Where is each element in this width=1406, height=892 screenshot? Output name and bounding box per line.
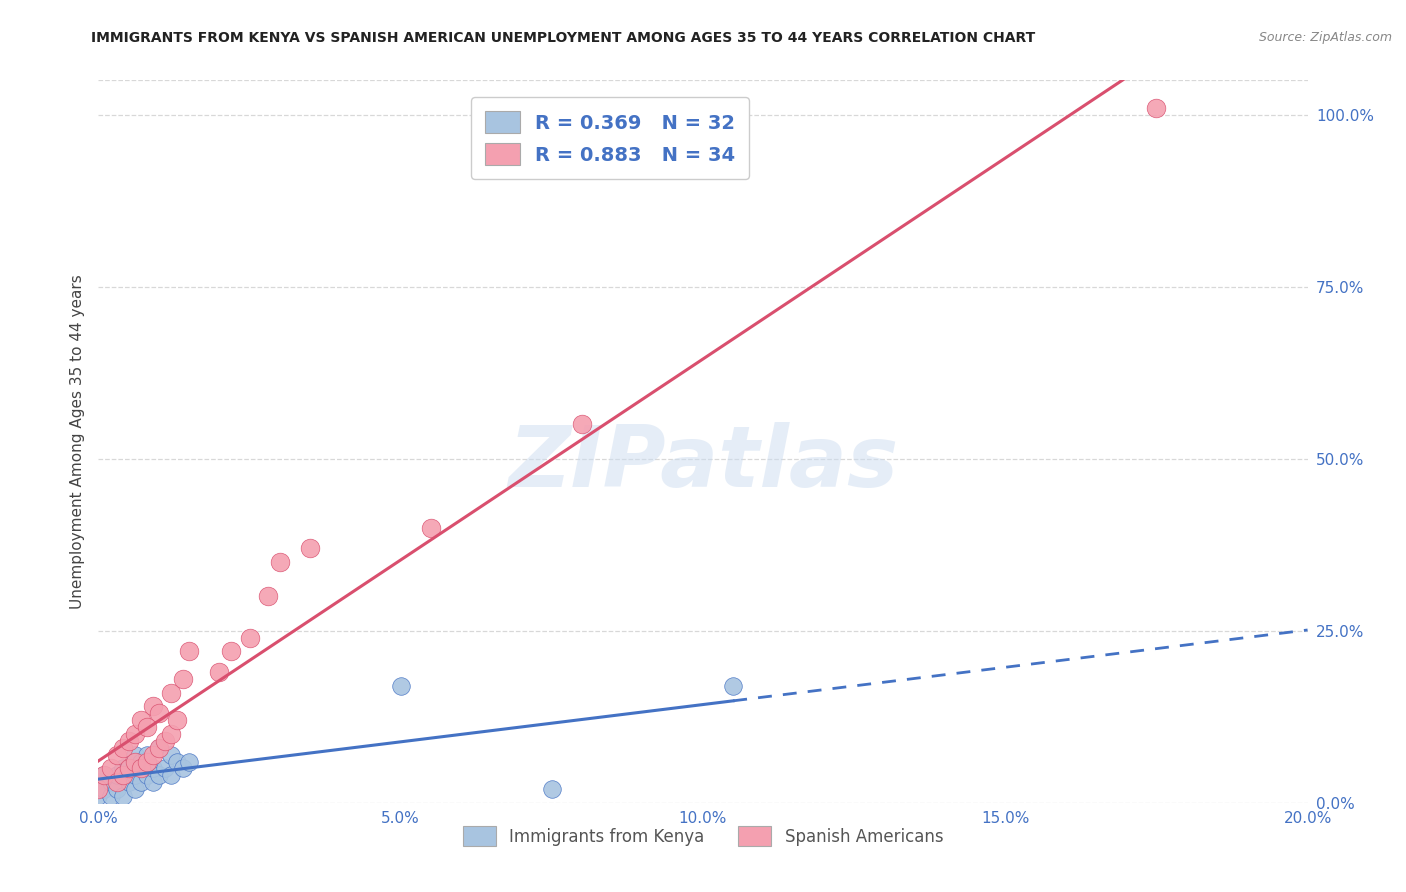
Point <box>153 761 176 775</box>
Point <box>160 747 183 762</box>
Legend: Immigrants from Kenya, Spanish Americans: Immigrants from Kenya, Spanish Americans <box>456 820 950 852</box>
Point <box>93 768 115 782</box>
Point <box>118 761 141 775</box>
Point <box>105 775 128 789</box>
Point <box>540 782 562 797</box>
Point <box>148 768 170 782</box>
Point <box>111 768 134 782</box>
Point <box>239 631 262 645</box>
Point <box>87 782 110 797</box>
Point <box>142 775 165 789</box>
Point <box>269 555 291 569</box>
Point <box>208 665 231 679</box>
Point <box>135 768 157 782</box>
Text: ZIPatlas: ZIPatlas <box>508 422 898 505</box>
Point <box>124 768 146 782</box>
Point <box>179 644 201 658</box>
Y-axis label: Unemployment Among Ages 35 to 44 years: Unemployment Among Ages 35 to 44 years <box>69 274 84 609</box>
Point <box>148 740 170 755</box>
Point <box>1144 101 1167 115</box>
Text: IMMIGRANTS FROM KENYA VS SPANISH AMERICAN UNEMPLOYMENT AMONG AGES 35 TO 44 YEARS: IMMIGRANTS FROM KENYA VS SPANISH AMERICA… <box>91 31 1036 45</box>
Point <box>420 520 443 534</box>
Point <box>179 755 201 769</box>
Point <box>723 679 745 693</box>
Point <box>93 768 115 782</box>
Point <box>87 775 110 789</box>
Point <box>135 755 157 769</box>
Point <box>166 755 188 769</box>
Point <box>142 761 165 775</box>
Point <box>172 672 194 686</box>
Point <box>172 761 194 775</box>
Point <box>148 706 170 721</box>
Point <box>129 755 152 769</box>
Point <box>100 761 122 775</box>
Point <box>111 789 134 803</box>
Point <box>299 541 322 556</box>
Point <box>129 713 152 727</box>
Point <box>148 740 170 755</box>
Point <box>105 782 128 797</box>
Point <box>221 644 243 658</box>
Point <box>124 782 146 797</box>
Point <box>129 775 152 789</box>
Point <box>135 720 157 734</box>
Point <box>124 747 146 762</box>
Point <box>118 761 141 775</box>
Point <box>160 768 183 782</box>
Point <box>166 713 188 727</box>
Point <box>93 782 115 797</box>
Point <box>153 734 176 748</box>
Point <box>160 727 183 741</box>
Point <box>389 679 412 693</box>
Point <box>111 761 134 775</box>
Point <box>105 747 128 762</box>
Point <box>135 747 157 762</box>
Point <box>124 755 146 769</box>
Text: Source: ZipAtlas.com: Source: ZipAtlas.com <box>1258 31 1392 45</box>
Point <box>142 747 165 762</box>
Point <box>160 686 183 700</box>
Point <box>118 775 141 789</box>
Point <box>142 699 165 714</box>
Point <box>100 775 122 789</box>
Point <box>124 727 146 741</box>
Point <box>256 590 278 604</box>
Point <box>571 417 593 432</box>
Point <box>111 740 134 755</box>
Point <box>129 761 152 775</box>
Point <box>118 734 141 748</box>
Point <box>105 768 128 782</box>
Point <box>100 789 122 803</box>
Point <box>87 789 110 803</box>
